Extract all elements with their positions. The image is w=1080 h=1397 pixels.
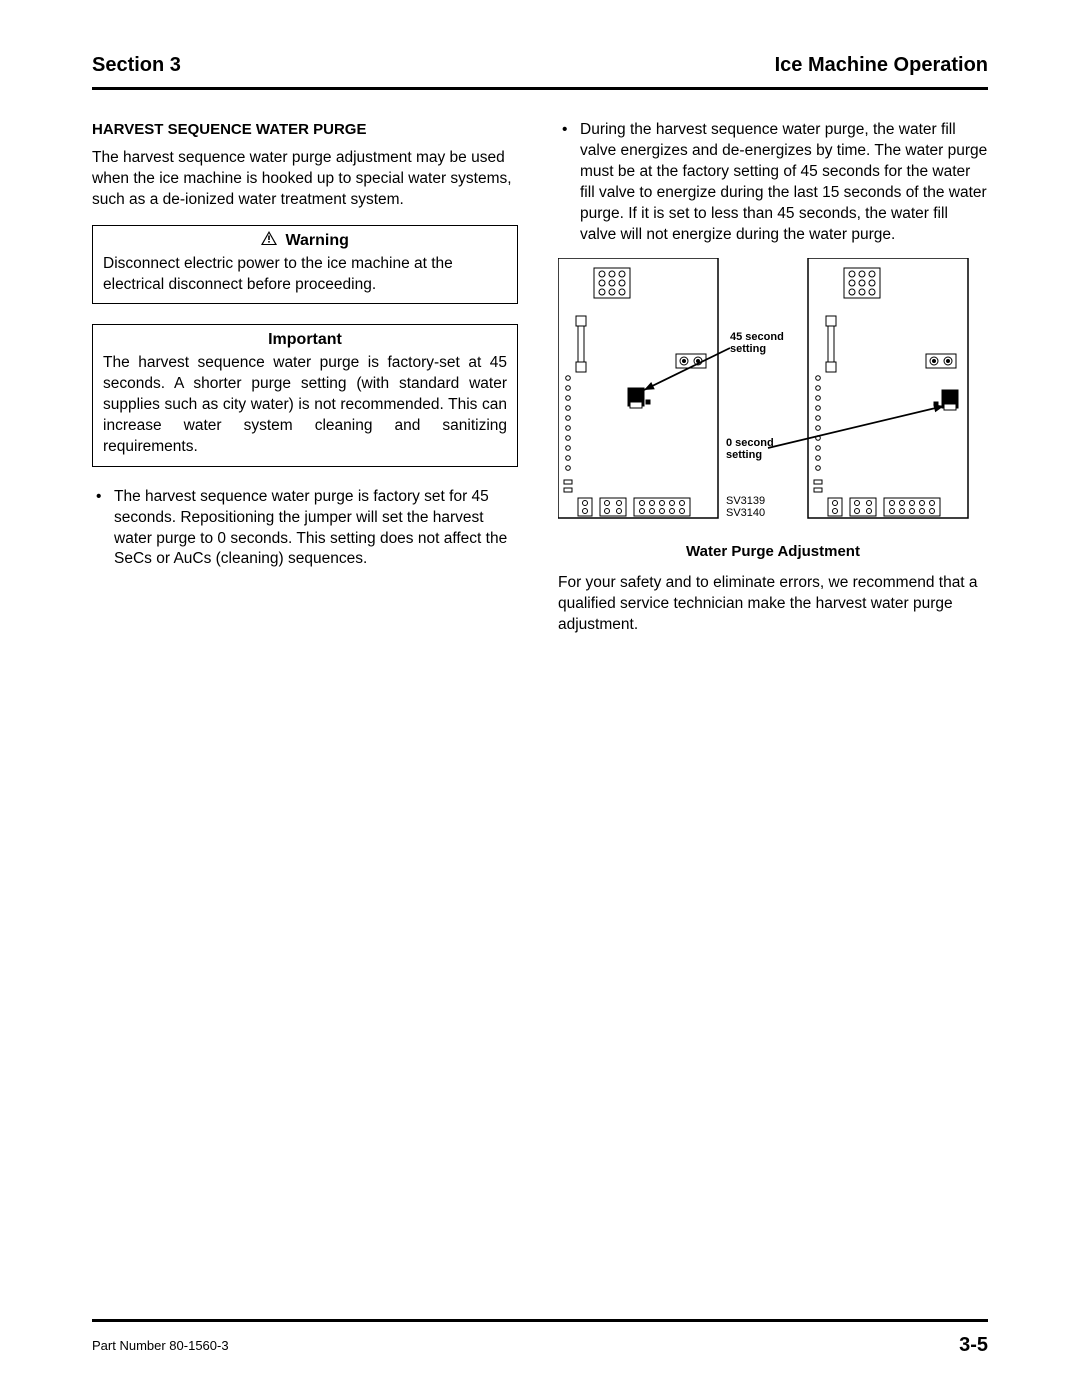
content-columns: HARVEST SEQUENCE WATER PURGE The harvest… (92, 120, 988, 649)
figure-caption: Water Purge Adjustment (558, 542, 988, 562)
right-bullet-1: During the harvest sequence water purge,… (580, 120, 988, 246)
svg-text:45 second: 45 second (730, 331, 784, 343)
warning-title: Warning (103, 230, 507, 252)
page-header: Section 3 Ice Machine Operation (92, 54, 988, 90)
left-bullet-list: The harvest sequence water purge is fact… (92, 487, 518, 571)
important-callout: Important The harvest sequence water pur… (92, 324, 518, 466)
page-number: 3-5 (959, 1334, 988, 1357)
right-bullet-list: During the harvest sequence water purge,… (558, 120, 988, 246)
svg-text:setting: setting (726, 449, 762, 461)
left-column: HARVEST SEQUENCE WATER PURGE The harvest… (92, 120, 518, 649)
section-label: Section 3 (92, 54, 181, 77)
important-body: The harvest sequence water purge is fact… (103, 353, 507, 458)
water-purge-svg: 45 secondsetting0 secondsettingSV3139SV3… (558, 258, 988, 528)
svg-text:setting: setting (730, 343, 766, 355)
page-title: Ice Machine Operation (775, 54, 988, 77)
svg-text:0 second: 0 second (726, 437, 774, 449)
svg-text:SV3140: SV3140 (726, 507, 765, 519)
intro-paragraph: The harvest sequence water purge adjustm… (92, 148, 518, 211)
warning-body: Disconnect electric power to the ice mac… (103, 254, 507, 296)
harvest-heading: HARVEST SEQUENCE WATER PURGE (92, 120, 518, 140)
closing-paragraph: For your safety and to eliminate errors,… (558, 573, 988, 636)
water-purge-figure: 45 secondsetting0 secondsettingSV3139SV3… (558, 258, 988, 535)
page-footer: Part Number 80-1560-3 3-5 (92, 1319, 988, 1357)
warning-title-text: Warning (286, 232, 349, 249)
left-bullet-1: The harvest sequence water purge is fact… (114, 487, 518, 571)
svg-text:SV3139: SV3139 (726, 495, 765, 507)
important-title: Important (103, 329, 507, 351)
right-column: During the harvest sequence water purge,… (558, 120, 988, 649)
warning-icon (261, 232, 281, 249)
warning-callout: Warning Disconnect electric power to the… (92, 225, 518, 304)
part-number: Part Number 80-1560-3 (92, 1338, 229, 1353)
